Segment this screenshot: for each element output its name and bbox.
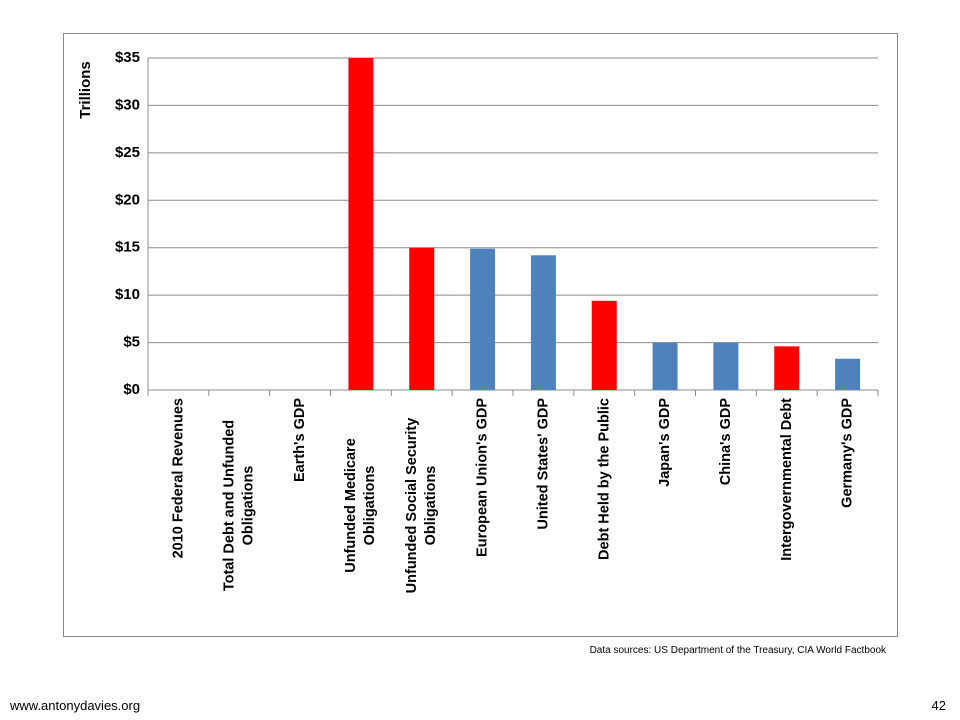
x-tick-label: Unfunded Social Security Obligations bbox=[400, 398, 444, 613]
chart-frame bbox=[63, 33, 898, 637]
x-tick-label: Debt Held by the Public bbox=[582, 398, 626, 613]
bar bbox=[530, 255, 556, 390]
bar bbox=[409, 247, 435, 390]
page-number: 42 bbox=[931, 698, 946, 713]
y-tick-label: $5 bbox=[123, 334, 140, 351]
x-tick-text: United States' GDP bbox=[534, 398, 551, 530]
x-tick-text: Total Debt and Unfunded Obligations bbox=[221, 419, 257, 592]
bar bbox=[591, 300, 617, 390]
x-tick-text: 2010 Federal Revenues bbox=[169, 398, 186, 559]
bar bbox=[470, 248, 496, 390]
x-tick-text: Debt Held by the Public bbox=[595, 398, 612, 560]
x-tick-text: Unfunded Social Security Obligations bbox=[403, 417, 439, 594]
x-tick-label: United States' GDP bbox=[521, 398, 565, 613]
y-tick-label: $15 bbox=[115, 239, 140, 256]
x-tick-text: Germany's GDP bbox=[839, 398, 856, 508]
bar bbox=[348, 58, 374, 390]
x-tick-label: Total Debt and Unfunded Obligations bbox=[217, 398, 261, 613]
bar bbox=[835, 358, 861, 390]
x-tick-text: China's GDP bbox=[717, 398, 734, 486]
bar bbox=[652, 342, 678, 390]
x-tick-label: Japan's GDP bbox=[643, 398, 687, 613]
x-tick-text: European Union's GDP bbox=[474, 398, 491, 557]
y-tick-label: $30 bbox=[115, 96, 140, 113]
x-tick-label: Unfunded Medicare Obligations bbox=[339, 398, 383, 613]
x-tick-label: 2010 Federal Revenues bbox=[156, 398, 200, 613]
y-axis-label: Trillions bbox=[77, 61, 94, 119]
x-tick-text: Japan's GDP bbox=[656, 398, 673, 487]
x-tick-label: European Union's GDP bbox=[461, 398, 505, 613]
x-tick-text: Earth's GDP bbox=[291, 398, 308, 483]
x-tick-text: Unfunded Medicare Obligations bbox=[342, 438, 378, 573]
y-tick-label: $35 bbox=[115, 49, 140, 66]
x-tick-label: China's GDP bbox=[704, 398, 748, 613]
y-tick-label: $25 bbox=[115, 144, 140, 161]
x-tick-label: Intergovernmental Debt bbox=[765, 398, 809, 613]
y-tick-label: $10 bbox=[115, 286, 140, 303]
bar bbox=[774, 346, 800, 390]
x-tick-text: Intergovernmental Debt bbox=[778, 398, 795, 561]
data-source: Data sources: US Department of the Treas… bbox=[589, 645, 886, 656]
bar bbox=[713, 342, 739, 390]
site-url: www.antonydavies.org bbox=[10, 698, 141, 713]
x-tick-label: Germany's GDP bbox=[826, 398, 870, 613]
y-tick-label: $0 bbox=[123, 381, 140, 398]
x-tick-label: Earth's GDP bbox=[278, 398, 322, 613]
y-tick-label: $20 bbox=[115, 191, 140, 208]
